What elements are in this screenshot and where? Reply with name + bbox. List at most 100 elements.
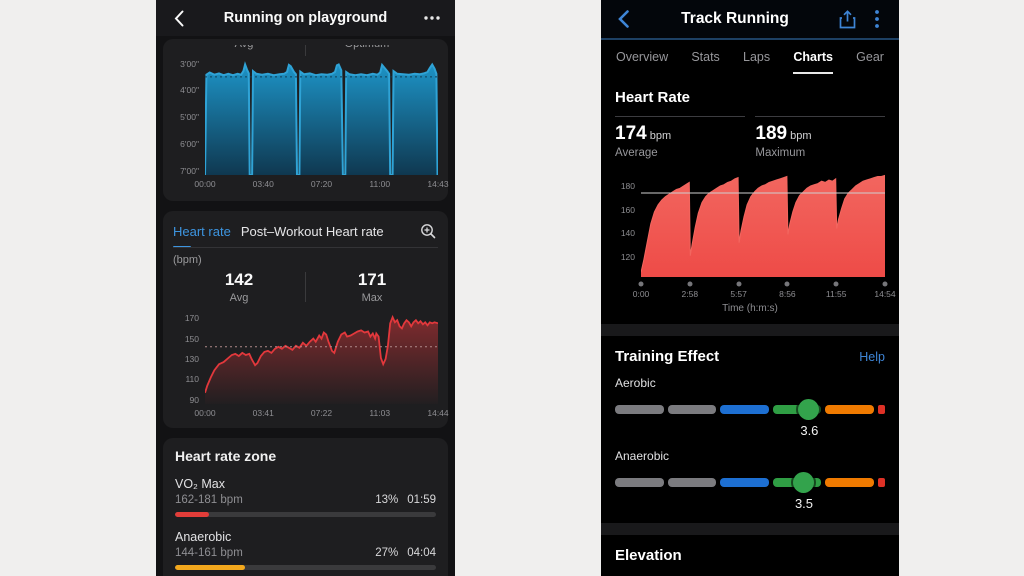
effect-scale-bar (615, 405, 885, 414)
training-effect-segment (772, 405, 822, 414)
y-axis-tick: 140 (620, 228, 635, 239)
x-axis-tick: 03:40 (252, 179, 274, 189)
training-effect-tip (877, 478, 885, 487)
y-axis-tick: 3'00" (180, 58, 199, 69)
y-axis-tick: 4'00" (180, 85, 199, 96)
heart-rate-area-chart: 180 160 140 120 0:00 2:58 5:57 8:56 11:55 14:54 (615, 167, 896, 301)
x-axis-tick: 8:56 (779, 289, 796, 299)
x-axis-tick: 11:03 (369, 408, 391, 418)
training-effect-segment (667, 405, 717, 414)
legend-divider (305, 45, 306, 56)
y-axis-unit-label: (bpm) (173, 254, 202, 266)
section-separator (601, 523, 899, 535)
ellipsis-horizontal-icon (424, 16, 440, 20)
y-axis-tick: 160 (620, 204, 635, 215)
left-app-header: Running on playground (156, 0, 455, 36)
y-axis-tick: 170 (184, 313, 199, 324)
pace-plot (205, 61, 438, 175)
help-link[interactable]: Help (859, 350, 885, 364)
maximum-stat: 189 bpm Maximum (755, 116, 885, 159)
x-axis-dot (833, 281, 839, 287)
zone-range: 162-181 bpm (175, 494, 243, 506)
max-stat: 171 Max (306, 270, 438, 304)
tab-laps[interactable]: Laps (743, 50, 771, 64)
tab-post-workout-heart-rate[interactable]: Post–Workout Heart rate (240, 223, 384, 239)
x-axis-tick: 14:54 (874, 289, 896, 299)
zone-percent: 13% (375, 494, 399, 506)
x-axis-tick: 00:00 (194, 408, 216, 418)
effect-scale-bar (615, 478, 885, 487)
zone-duration: 04:04 (407, 547, 436, 559)
average-unit: bpm (649, 130, 672, 142)
tab-stats[interactable]: Stats (691, 50, 720, 64)
page-title: Running on playground (223, 10, 388, 26)
avg-stat: 142 Avg (173, 270, 305, 304)
chevron-left-icon (617, 10, 629, 28)
training-effect-segment (825, 405, 874, 414)
tab-gear[interactable]: Gear (856, 50, 884, 64)
anaerobic-effect-gauge: 3.5 (615, 471, 885, 511)
right-app-header: Track Running (601, 0, 899, 40)
avg-label: Avg (229, 292, 249, 304)
x-axis-dot (784, 281, 790, 287)
x-axis-tick: 07:22 (310, 408, 333, 418)
share-button[interactable] (837, 9, 857, 29)
zone-row-anaerobic: Anaerobic 144-161 bpm 27% 04:04 (175, 530, 436, 570)
y-axis-tick: 7'00" (180, 165, 199, 176)
x-axis-tick: 07:20 (310, 179, 333, 189)
x-axis-dot (687, 281, 693, 287)
zone-card-title: Heart rate zone (175, 448, 277, 464)
zone-range: 144-161 bpm (175, 547, 243, 559)
more-menu-button[interactable] (422, 8, 442, 28)
training-effect-segment (667, 478, 717, 487)
average-stat: 174 bpm Average (615, 116, 745, 159)
y-axis-tick: 130 (184, 354, 199, 365)
y-axis-tick: 110 (185, 374, 199, 385)
effect-marker (793, 472, 814, 493)
stats-divider (305, 272, 306, 302)
tab-heart-rate[interactable]: Heart rate (173, 223, 231, 239)
heart-rate-chart: 170 150 130 110 90 00:00 03:41 07:22 11:03 14:44 (173, 310, 449, 420)
effect-value: 3.6 (800, 423, 819, 438)
x-axis-tick: 0:00 (632, 289, 650, 299)
training-effect-segment (615, 478, 664, 487)
zone-row-vo2max: VO₂ Max 162-181 bpm 13% 01:59 (175, 477, 436, 517)
heart-rate-stats: 174 bpm Average 189 bpm Maximum (615, 116, 885, 159)
effect-value: 3.5 (794, 496, 814, 511)
tab-charts[interactable]: Charts (793, 50, 833, 74)
zone-name: VO₂ Max (175, 477, 225, 491)
training-effect-segment (825, 478, 874, 487)
pace-chart: 3'00" 4'00" 5'00" 6'00" 7'00" 00:00 03:40 07:20… (173, 58, 448, 193)
y-axis-tick: 120 (620, 251, 635, 262)
zone-progress-track (175, 512, 436, 517)
page-title: Track Running (681, 10, 789, 27)
back-button[interactable] (613, 9, 633, 29)
training-effect-segment (720, 478, 769, 487)
heart-rate-card: Heart rate Post–Workout Heart rate (bpm)… (163, 211, 449, 428)
zone-name: Anaerobic (175, 530, 232, 544)
back-button[interactable] (169, 8, 189, 28)
x-axis-title: Time (h:m:s) (722, 303, 778, 314)
y-axis-tick: 5'00" (180, 112, 199, 123)
pace-legend-optimum: Optimum (306, 45, 428, 56)
x-axis-tick: 00:00 (194, 179, 216, 189)
share-icon (839, 9, 855, 28)
avg-value: 142 (224, 270, 254, 289)
anaerobic-label: Anaerobic (615, 449, 670, 463)
zoom-chart-button[interactable] (418, 221, 438, 241)
maximum-label: Maximum (755, 147, 806, 159)
max-label: Max (361, 292, 383, 304)
heart-rate-tab-bar: Heart rate Post–Workout Heart rate (173, 217, 438, 241)
x-axis-tick: 5:57 (730, 289, 747, 299)
tab-overview[interactable]: Overview (616, 50, 669, 64)
zone-progress-fill (175, 512, 209, 517)
kebab-menu-button[interactable] (867, 9, 887, 29)
y-axis-tick: 180 (620, 180, 635, 191)
zone-duration: 01:59 (407, 494, 436, 506)
zone-percent: 27% (375, 547, 399, 559)
y-axis-tick: 6'00" (180, 138, 199, 149)
maximum-unit: bpm (790, 130, 812, 142)
tab-divider (173, 247, 438, 248)
magnifier-plus-icon (421, 224, 436, 239)
pace-legend-avg: Avg (183, 45, 305, 56)
